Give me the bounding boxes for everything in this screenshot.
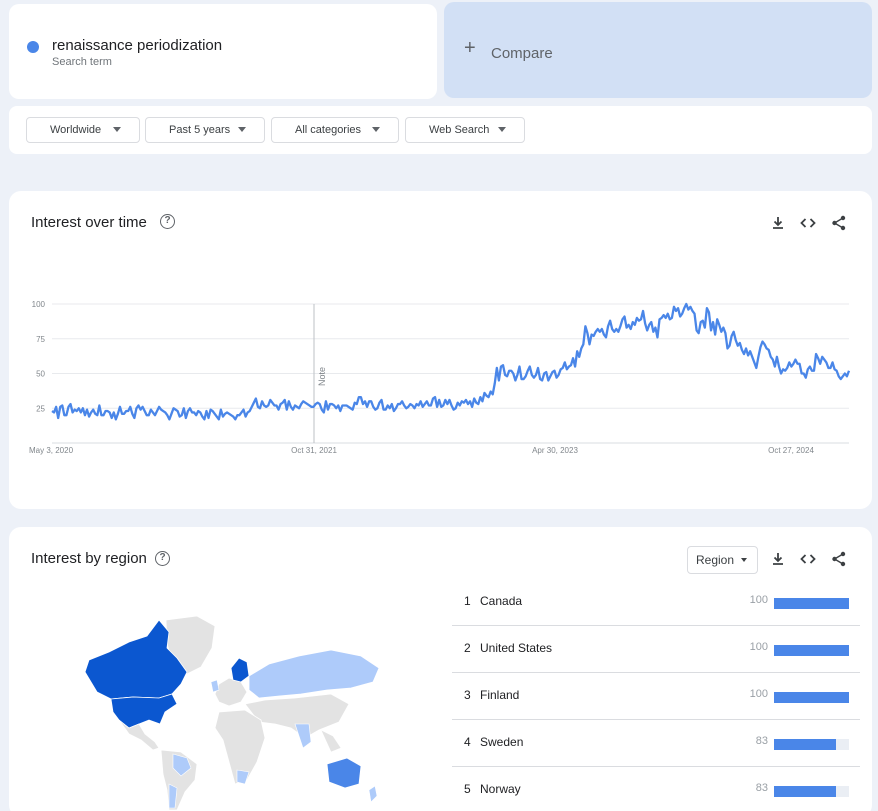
region-rank: 2	[464, 641, 471, 655]
region-name[interactable]: Sweden	[480, 735, 524, 749]
region-rank: 3	[464, 688, 471, 702]
download-icon[interactable]	[769, 550, 787, 568]
region-select-label: Region	[696, 553, 735, 567]
share-icon[interactable]	[830, 550, 848, 568]
y-tick-label: 25	[36, 404, 45, 413]
interest-by-region-card: Interest by region ? Region	[9, 527, 872, 811]
x-tick-label: Oct 27, 2024	[768, 446, 814, 455]
region-south-africa[interactable]	[236, 769, 250, 785]
caret-down-icon	[113, 127, 121, 132]
download-icon[interactable]	[769, 214, 787, 232]
region-bar-fill	[774, 786, 837, 797]
region-rank: 4	[464, 735, 471, 749]
caret-down-icon	[238, 127, 246, 132]
region-bar-fill	[774, 692, 849, 703]
search-term-name[interactable]: renaissance periodization	[52, 37, 223, 54]
location-filter[interactable]: Worldwide	[26, 117, 140, 143]
help-icon[interactable]: ?	[160, 214, 175, 229]
region-value: 83	[755, 782, 768, 794]
region-value: 100	[749, 641, 768, 653]
region-australia[interactable]	[326, 757, 362, 789]
x-tick-label: Apr 30, 2023	[532, 446, 578, 455]
region-rank: 1	[464, 594, 471, 608]
search-term-subtitle: Search term	[52, 56, 112, 68]
region-name[interactable]: Canada	[480, 594, 523, 608]
compare-button[interactable]: + Compare	[444, 2, 872, 98]
share-icon[interactable]	[830, 214, 848, 232]
region-value: 83	[755, 735, 768, 747]
category-filter[interactable]: All categories	[271, 117, 399, 143]
region-europe[interactable]	[214, 677, 248, 707]
search-type-filter-label: Web Search	[429, 124, 490, 136]
region-india[interactable]	[294, 723, 312, 749]
search-type-filter[interactable]: Web Search	[405, 117, 525, 143]
region-resolution-select[interactable]: Region	[687, 546, 758, 574]
x-tick-label: Oct 31, 2021	[291, 446, 337, 455]
note-label[interactable]: Note	[317, 367, 327, 386]
world-map[interactable]	[69, 612, 389, 811]
embed-icon[interactable]	[799, 214, 817, 232]
region-scandinavia[interactable]	[230, 657, 250, 683]
region-value: 100	[749, 594, 768, 606]
y-tick-label: 75	[36, 335, 45, 344]
region-row[interactable]: 5 Norway 83	[452, 767, 860, 811]
region-bar-fill	[774, 645, 849, 656]
x-tick-label: May 3, 2020	[29, 446, 74, 455]
region-row[interactable]: 1 Canada 100	[452, 579, 860, 626]
caret-down-icon	[372, 127, 380, 132]
region-argentina[interactable]	[168, 783, 178, 809]
region-value: 100	[749, 688, 768, 700]
interest-over-time-chart: 25 50 75 100 May 3, 2020 Oct 31, 2021 Apr 30,…	[29, 300, 851, 455]
interest-over-time-title: Interest over time	[31, 214, 147, 231]
interest-by-region-title: Interest by region	[31, 550, 147, 567]
plus-icon: +	[464, 37, 476, 59]
region-russia[interactable]	[248, 649, 380, 699]
region-southeast-asia[interactable]	[320, 729, 342, 753]
term-color-dot	[27, 41, 39, 53]
region-row[interactable]: 3 Finland 100	[452, 673, 860, 720]
region-bar-track	[774, 598, 849, 609]
search-term-card[interactable]: renaissance periodization Search term	[9, 4, 437, 99]
region-asia[interactable]	[244, 693, 350, 739]
region-bar-track	[774, 692, 849, 703]
region-bar-track	[774, 739, 849, 750]
embed-icon[interactable]	[799, 550, 817, 568]
region-name[interactable]: Norway	[480, 782, 521, 796]
region-row[interactable]: 4 Sweden 83	[452, 720, 860, 767]
region-bar-track	[774, 786, 849, 797]
caret-down-icon	[741, 558, 747, 562]
region-brazil[interactable]	[172, 753, 192, 777]
location-filter-label: Worldwide	[50, 124, 102, 136]
region-name[interactable]: United States	[480, 641, 553, 655]
filter-bar: Worldwide Past 5 years All categories We…	[9, 106, 872, 154]
region-bar-track	[774, 645, 849, 656]
region-row[interactable]: 2 United States 100	[452, 626, 860, 673]
interest-over-time-card: Interest over time ? 25 50 75 100 May 3, 20…	[9, 191, 872, 509]
region-name[interactable]: Finland	[480, 688, 520, 702]
y-tick-label: 50	[36, 370, 45, 379]
category-filter-label: All categories	[295, 124, 362, 136]
series-line-renaissance-periodization	[51, 302, 851, 421]
region-africa[interactable]	[214, 709, 266, 785]
region-new-zealand[interactable]	[368, 785, 378, 803]
region-mexico[interactable]	[118, 719, 160, 751]
region-rank: 5	[464, 782, 471, 796]
caret-down-icon	[498, 127, 506, 132]
region-bar-fill	[774, 739, 837, 750]
y-tick-label: 100	[32, 300, 46, 309]
help-icon[interactable]: ?	[155, 551, 170, 566]
time-range-filter[interactable]: Past 5 years	[145, 117, 265, 143]
region-bar-fill	[774, 598, 849, 609]
region-united-kingdom[interactable]	[210, 679, 220, 693]
compare-label: Compare	[491, 45, 553, 62]
time-range-filter-label: Past 5 years	[169, 124, 231, 136]
